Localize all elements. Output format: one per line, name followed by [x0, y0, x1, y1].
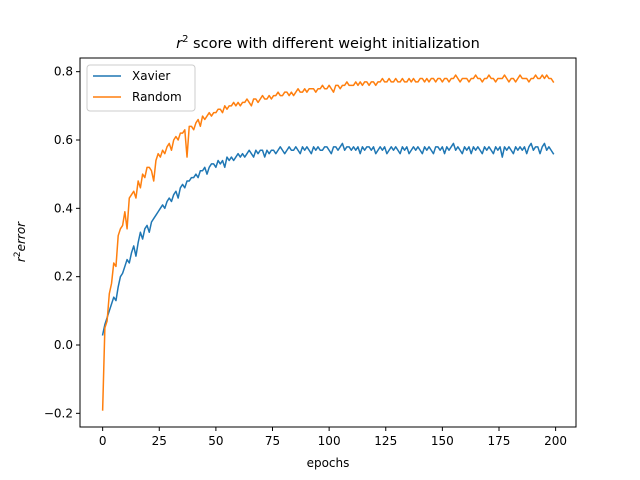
chart-title-suffix: score with different weight initializati…	[188, 36, 479, 52]
x-tick-label: 100	[318, 434, 341, 448]
y-tick-label: 0.0	[54, 338, 73, 352]
chart-title-superscript: 2	[182, 34, 188, 45]
chart-title: r2 score with different weight initializ…	[176, 34, 480, 52]
plot-lines	[101, 74, 555, 411]
y-tick-label: −0.2	[44, 406, 73, 420]
y-axis-ticks: −0.2 0.0 0.2 0.4 0.6 0.8	[44, 65, 80, 420]
x-tick-label: 75	[265, 434, 280, 448]
series-line-random	[101, 74, 555, 411]
plot-frame	[79, 57, 577, 428]
x-tick-label: 175	[488, 434, 511, 448]
y-tick-label: 0.4	[54, 201, 73, 215]
x-axis-ticks: 0 25 50 75 100 125 150 175 200	[99, 427, 567, 448]
x-axis-label: epochs	[307, 456, 350, 470]
y-axis-label-superscript: 2	[13, 251, 23, 257]
y-tick-label: 0.2	[54, 270, 73, 284]
y-axis-label-suffix: error	[14, 221, 28, 252]
y-axis-label-prefix: r	[14, 256, 28, 262]
x-tick-label: 200	[544, 434, 567, 448]
x-tick-label: 0	[99, 434, 107, 448]
y-tick-label: 0.6	[54, 133, 73, 147]
y-axis-label: r2error	[13, 221, 28, 262]
x-tick-label: 150	[431, 434, 454, 448]
x-tick-label: 50	[208, 434, 223, 448]
legend-label-xavier: Xavier	[132, 69, 170, 83]
x-tick-label: 25	[152, 434, 167, 448]
series-line-xavier	[101, 142, 555, 336]
legend-label-random: Random	[132, 90, 182, 104]
chart-title-prefix: r	[176, 36, 183, 52]
legend: Xavier Random	[86, 64, 196, 112]
x-tick-label: 125	[374, 434, 397, 448]
y-tick-label: 0.8	[54, 65, 73, 79]
